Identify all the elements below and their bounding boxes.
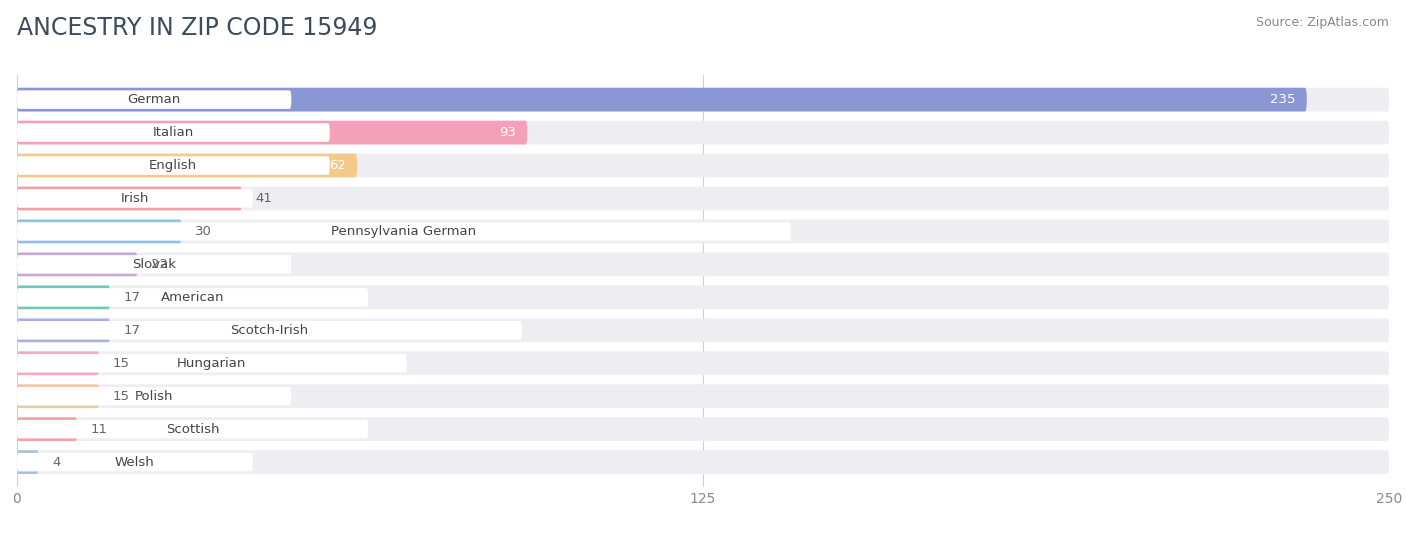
Text: Italian: Italian	[153, 126, 194, 139]
Text: German: German	[128, 93, 181, 106]
Text: Irish: Irish	[121, 192, 149, 205]
Text: ANCESTRY IN ZIP CODE 15949: ANCESTRY IN ZIP CODE 15949	[17, 16, 377, 40]
Text: 235: 235	[1270, 93, 1296, 106]
FancyBboxPatch shape	[17, 219, 181, 243]
FancyBboxPatch shape	[17, 286, 1389, 309]
FancyBboxPatch shape	[17, 450, 1389, 474]
FancyBboxPatch shape	[17, 354, 406, 372]
Text: 30: 30	[195, 225, 212, 238]
Text: 93: 93	[499, 126, 516, 139]
FancyBboxPatch shape	[17, 351, 1389, 375]
FancyBboxPatch shape	[17, 417, 1389, 441]
Text: 17: 17	[124, 324, 141, 337]
Text: English: English	[149, 159, 197, 172]
FancyBboxPatch shape	[17, 450, 39, 474]
FancyBboxPatch shape	[17, 222, 790, 241]
Text: American: American	[160, 291, 225, 304]
FancyBboxPatch shape	[17, 286, 110, 309]
Text: 22: 22	[152, 258, 169, 271]
FancyBboxPatch shape	[17, 253, 138, 276]
Text: Polish: Polish	[135, 389, 173, 403]
FancyBboxPatch shape	[17, 453, 253, 471]
FancyBboxPatch shape	[17, 154, 1389, 178]
Text: Source: ZipAtlas.com: Source: ZipAtlas.com	[1256, 16, 1389, 29]
FancyBboxPatch shape	[17, 255, 291, 273]
FancyBboxPatch shape	[17, 318, 1389, 342]
FancyBboxPatch shape	[17, 121, 527, 144]
FancyBboxPatch shape	[17, 253, 1389, 276]
FancyBboxPatch shape	[17, 420, 368, 438]
FancyBboxPatch shape	[17, 90, 291, 109]
Text: Hungarian: Hungarian	[177, 357, 246, 370]
FancyBboxPatch shape	[17, 351, 100, 375]
FancyBboxPatch shape	[17, 318, 110, 342]
Text: Welsh: Welsh	[115, 456, 155, 469]
FancyBboxPatch shape	[17, 154, 357, 178]
FancyBboxPatch shape	[17, 88, 1306, 111]
FancyBboxPatch shape	[17, 384, 100, 408]
FancyBboxPatch shape	[17, 417, 77, 441]
Text: 15: 15	[112, 389, 129, 403]
FancyBboxPatch shape	[17, 288, 368, 307]
Text: Pennsylvania German: Pennsylvania German	[332, 225, 477, 238]
Text: 4: 4	[52, 456, 60, 469]
Text: 17: 17	[124, 291, 141, 304]
Text: Scottish: Scottish	[166, 423, 219, 435]
FancyBboxPatch shape	[17, 124, 330, 142]
FancyBboxPatch shape	[17, 156, 330, 175]
FancyBboxPatch shape	[17, 187, 1389, 210]
FancyBboxPatch shape	[17, 384, 1389, 408]
Text: Slovak: Slovak	[132, 258, 176, 271]
FancyBboxPatch shape	[17, 387, 291, 406]
FancyBboxPatch shape	[17, 187, 242, 210]
FancyBboxPatch shape	[17, 88, 1389, 111]
FancyBboxPatch shape	[17, 121, 1389, 144]
Text: 62: 62	[329, 159, 346, 172]
Text: 15: 15	[112, 357, 129, 370]
Text: 41: 41	[256, 192, 273, 205]
FancyBboxPatch shape	[17, 321, 522, 340]
FancyBboxPatch shape	[17, 219, 1389, 243]
Text: Scotch-Irish: Scotch-Irish	[231, 324, 308, 337]
FancyBboxPatch shape	[17, 189, 253, 208]
Text: 11: 11	[91, 423, 108, 435]
